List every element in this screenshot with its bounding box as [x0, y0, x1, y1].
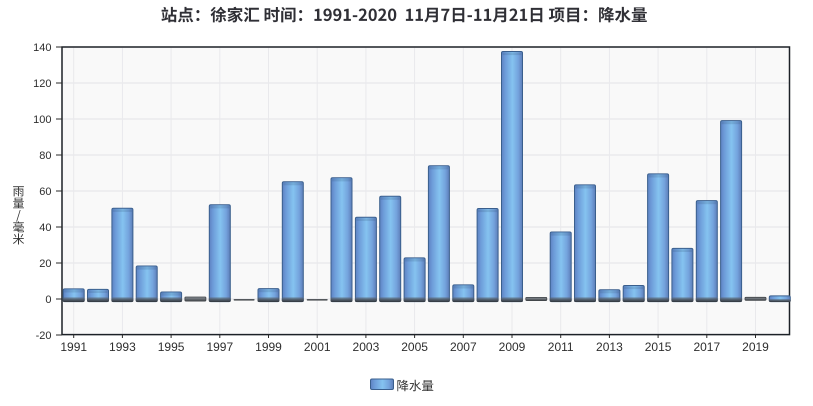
svg-text:100: 100	[33, 114, 51, 126]
svg-text:120: 120	[33, 78, 51, 90]
svg-text:2007: 2007	[450, 340, 477, 354]
svg-text:20: 20	[39, 258, 51, 270]
svg-text:1993: 1993	[109, 340, 136, 354]
svg-text:1991: 1991	[60, 340, 87, 354]
svg-text:2001: 2001	[304, 340, 331, 354]
svg-text:2017: 2017	[693, 340, 720, 354]
svg-text:1997: 1997	[206, 340, 233, 354]
svg-text:140: 140	[33, 42, 51, 54]
svg-text:2005: 2005	[401, 340, 428, 354]
svg-text:2011: 2011	[548, 340, 574, 354]
svg-text:2003: 2003	[353, 340, 380, 354]
svg-text:1999: 1999	[255, 340, 282, 354]
svg-text:1995: 1995	[158, 340, 185, 354]
svg-text:40: 40	[39, 222, 51, 234]
svg-text:80: 80	[39, 150, 51, 162]
svg-text:2013: 2013	[596, 340, 623, 354]
svg-text:-20: -20	[36, 330, 52, 342]
svg-text:60: 60	[39, 186, 51, 198]
svg-text:2009: 2009	[499, 340, 526, 354]
svg-text:0: 0	[45, 294, 51, 306]
svg-text:2015: 2015	[645, 340, 672, 354]
svg-text:2019: 2019	[742, 340, 769, 354]
